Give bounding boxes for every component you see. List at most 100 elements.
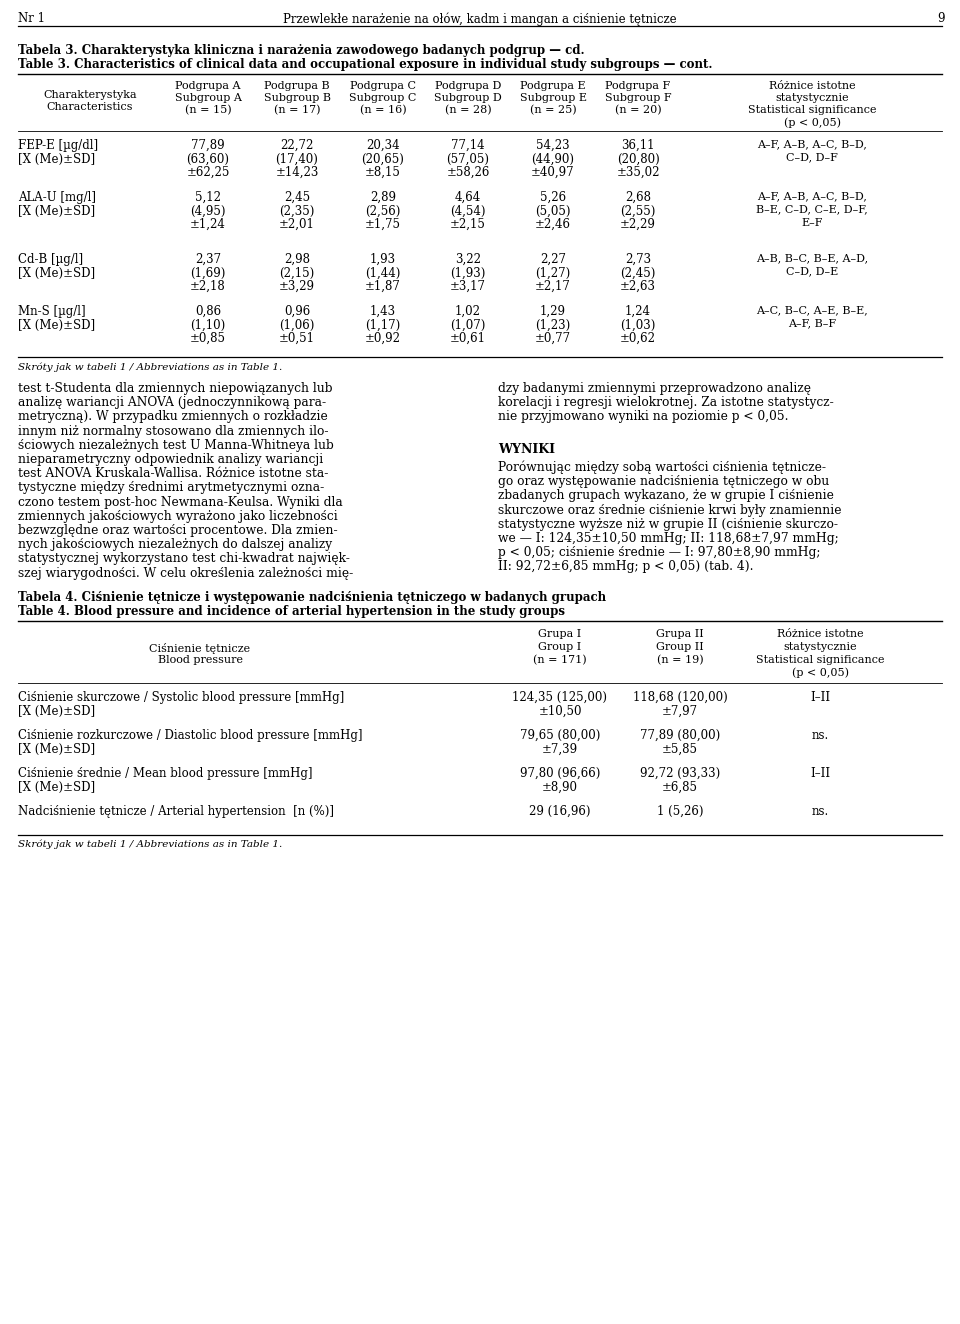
Text: 20,34: 20,34 [366, 139, 399, 152]
Text: ±3,29: ±3,29 [279, 279, 315, 293]
Text: zbadanych grupach wykazano, że w grupie I ciśnienie: zbadanych grupach wykazano, że w grupie … [498, 490, 834, 502]
Text: ±1,75: ±1,75 [365, 218, 401, 230]
Text: Przewlekłe narażenie na ołów, kadm i mangan a ciśnienie tętnicze: Przewlekłe narażenie na ołów, kadm i man… [283, 12, 677, 25]
Text: 77,89: 77,89 [191, 139, 225, 152]
Text: test t-Studenta dla zmiennych niepowiązanych lub: test t-Studenta dla zmiennych niepowiąza… [18, 383, 332, 395]
Text: (1,23): (1,23) [536, 319, 570, 331]
Text: ±7,39: ±7,39 [542, 743, 578, 756]
Text: ±3,17: ±3,17 [450, 279, 486, 293]
Text: ±5,85: ±5,85 [662, 743, 698, 756]
Text: 1 (5,26): 1 (5,26) [657, 805, 704, 818]
Text: 54,23: 54,23 [537, 139, 570, 152]
Text: A–B, B–C, B–E, A–D,: A–B, B–C, B–E, A–D, [756, 253, 868, 263]
Text: Porównując między sobą wartości ciśnienia tętnicze-: Porównując między sobą wartości ciśnieni… [498, 461, 826, 474]
Text: 3,22: 3,22 [455, 253, 481, 266]
Text: (2,56): (2,56) [366, 204, 400, 217]
Text: 124,35 (125,00): 124,35 (125,00) [513, 691, 608, 704]
Text: A–C, B–C, A–E, B–E,: A–C, B–C, A–E, B–E, [756, 305, 868, 315]
Text: ±14,23: ±14,23 [276, 166, 319, 179]
Text: Ciśnienie średnie / Mean blood pressure [mmHg]: Ciśnienie średnie / Mean blood pressure … [18, 767, 313, 780]
Text: Różnice istotne: Różnice istotne [769, 81, 855, 91]
Text: [X (Me)±SD]: [X (Me)±SD] [18, 319, 95, 331]
Text: Subgroup A: Subgroup A [175, 93, 241, 103]
Text: (20,65): (20,65) [362, 152, 404, 166]
Text: 77,89 (80,00): 77,89 (80,00) [640, 728, 720, 741]
Text: [X (Me)±SD]: [X (Me)±SD] [18, 266, 95, 279]
Text: ±2,18: ±2,18 [190, 279, 226, 293]
Text: innym niż normalny stosowano dla zmiennych ilo-: innym niż normalny stosowano dla zmienny… [18, 425, 328, 438]
Text: go oraz występowanie nadciśnienia tętniczego w obu: go oraz występowanie nadciśnienia tętnic… [498, 475, 829, 489]
Text: (1,44): (1,44) [366, 266, 400, 279]
Text: (1,03): (1,03) [620, 319, 656, 331]
Text: ±58,26: ±58,26 [446, 166, 490, 179]
Text: (n = 19): (n = 19) [657, 655, 704, 665]
Text: ściowych niezależnych test U Manna-Whitneya lub: ściowych niezależnych test U Manna-Whitn… [18, 438, 334, 451]
Text: (n = 20): (n = 20) [614, 105, 661, 115]
Text: Subgroup F: Subgroup F [605, 93, 671, 103]
Text: ±2,46: ±2,46 [535, 218, 571, 230]
Text: ±0,51: ±0,51 [279, 332, 315, 346]
Text: we — I: 124,35±10,50 mmHg; II: 118,68±7,97 mmHg;: we — I: 124,35±10,50 mmHg; II: 118,68±7,… [498, 532, 839, 545]
Text: statystyczne wyższe niż w grupie II (ciśnienie skurczo-: statystyczne wyższe niż w grupie II (ciś… [498, 518, 838, 531]
Text: nych jakościowych niezależnych do dalszej analizy: nych jakościowych niezależnych do dalsze… [18, 538, 332, 551]
Text: (17,40): (17,40) [276, 152, 319, 166]
Text: szej wiarygodności. W celu określenia zależności mię-: szej wiarygodności. W celu określenia za… [18, 567, 353, 580]
Text: 2,68: 2,68 [625, 191, 651, 204]
Text: ±2,63: ±2,63 [620, 279, 656, 293]
Text: Grupa I: Grupa I [539, 629, 582, 638]
Text: ±1,24: ±1,24 [190, 218, 226, 230]
Text: ±8,15: ±8,15 [365, 166, 401, 179]
Text: ns.: ns. [811, 805, 828, 818]
Text: 1,02: 1,02 [455, 305, 481, 318]
Text: (1,17): (1,17) [366, 319, 400, 331]
Text: skurczowe oraz średnie ciśnienie krwi były znamiennie: skurczowe oraz średnie ciśnienie krwi by… [498, 503, 842, 516]
Text: 1,29: 1,29 [540, 305, 566, 318]
Text: 22,72: 22,72 [280, 139, 314, 152]
Text: Ciśnienie skurczowe / Systolic blood pressure [mmHg]: Ciśnienie skurczowe / Systolic blood pre… [18, 691, 345, 704]
Text: Table 4. Blood pressure and incidence of arterial hypertension in the study grou: Table 4. Blood pressure and incidence of… [18, 605, 565, 618]
Text: (n = 16): (n = 16) [360, 105, 406, 115]
Text: (2,45): (2,45) [620, 266, 656, 279]
Text: Skróty jak w tabeli 1 / Abbreviations as in Table 1.: Skróty jak w tabeli 1 / Abbreviations as… [18, 839, 282, 849]
Text: analizę wariancji ANOVA (jednoczynnikową para-: analizę wariancji ANOVA (jednoczynnikową… [18, 396, 326, 409]
Text: C–D, D–E: C–D, D–E [786, 266, 838, 277]
Text: [X (Me)±SD]: [X (Me)±SD] [18, 152, 95, 166]
Text: Podgrupa A: Podgrupa A [176, 81, 241, 91]
Text: Cd-B [µg/l]: Cd-B [µg/l] [18, 253, 84, 266]
Text: Characteristics: Characteristics [47, 102, 133, 113]
Text: Podgrupa C: Podgrupa C [350, 81, 416, 91]
Text: 2,98: 2,98 [284, 253, 310, 266]
Text: Podgrupa E: Podgrupa E [520, 81, 586, 91]
Text: 92,72 (93,33): 92,72 (93,33) [640, 767, 720, 780]
Text: ±35,02: ±35,02 [616, 166, 660, 179]
Text: Charakterystyka: Charakterystyka [43, 90, 137, 101]
Text: 5,12: 5,12 [195, 191, 221, 204]
Text: (1,10): (1,10) [190, 319, 226, 331]
Text: (44,90): (44,90) [532, 152, 574, 166]
Text: Skróty jak w tabeli 1 / Abbreviations as in Table 1.: Skróty jak w tabeli 1 / Abbreviations as… [18, 361, 282, 372]
Text: 5,26: 5,26 [540, 191, 566, 204]
Text: (2,55): (2,55) [620, 204, 656, 217]
Text: 2,37: 2,37 [195, 253, 221, 266]
Text: (p < 0,05): (p < 0,05) [791, 667, 849, 678]
Text: p < 0,05; ciśnienie średnie — I: 97,80±8,90 mmHg;: p < 0,05; ciśnienie średnie — I: 97,80±8… [498, 547, 821, 559]
Text: I–II: I–II [810, 767, 830, 780]
Text: Ciśnienie tętnicze: Ciśnienie tętnicze [150, 642, 251, 654]
Text: (20,80): (20,80) [616, 152, 660, 166]
Text: Statistical significance: Statistical significance [756, 655, 884, 665]
Text: ±1,87: ±1,87 [365, 279, 401, 293]
Text: ±2,01: ±2,01 [279, 218, 315, 230]
Text: C–D, D–F: C–D, D–F [786, 152, 838, 163]
Text: (n = 15): (n = 15) [184, 105, 231, 115]
Text: ±0,77: ±0,77 [535, 332, 571, 346]
Text: nie przyjmowano wyniki na poziomie p < 0,05.: nie przyjmowano wyniki na poziomie p < 0… [498, 410, 788, 424]
Text: 1,93: 1,93 [370, 253, 396, 266]
Text: 36,11: 36,11 [621, 139, 655, 152]
Text: A–F, B–F: A–F, B–F [788, 319, 836, 328]
Text: Group I: Group I [539, 642, 582, 651]
Text: A–F, A–B, A–C, B–D,: A–F, A–B, A–C, B–D, [757, 139, 867, 150]
Text: B–E, C–D, C–E, D–F,: B–E, C–D, C–E, D–F, [756, 204, 868, 214]
Text: 97,80 (96,66): 97,80 (96,66) [519, 767, 600, 780]
Text: (1,07): (1,07) [450, 319, 486, 331]
Text: Statistical significance: Statistical significance [748, 105, 876, 115]
